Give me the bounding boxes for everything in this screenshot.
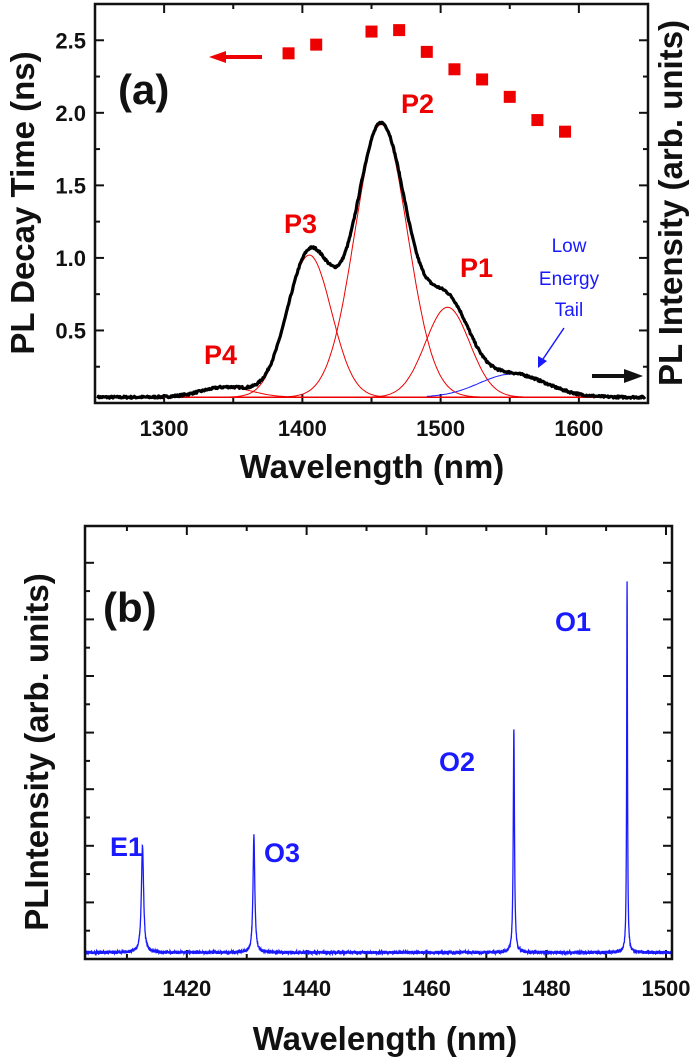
panel-a-spectrum bbox=[96, 120, 647, 400]
y-tick-label: 1.0 bbox=[55, 246, 86, 271]
y-tick-label: 2.0 bbox=[55, 101, 86, 126]
panel-b-spectrum bbox=[84, 581, 673, 957]
svg-text:Low: Low bbox=[552, 236, 587, 257]
label-low-energy-tail: Low Energy Tail bbox=[539, 236, 600, 321]
x-tick-label: 1600 bbox=[554, 416, 603, 441]
decay-time-point bbox=[448, 63, 461, 76]
right-axis-arrow bbox=[592, 369, 643, 383]
panel-a-label: (a) bbox=[118, 66, 169, 113]
panel-b-x-axis-title: Wavelength (nm) bbox=[253, 1020, 518, 1057]
decay-time-point bbox=[503, 90, 516, 103]
panel-a-ticks bbox=[95, 4, 648, 403]
panel-a-y-axis-title-right: PL Intensity (arb. units) bbox=[652, 20, 689, 386]
label-p4: P4 bbox=[204, 340, 237, 370]
x-tick-label: 1500 bbox=[642, 976, 691, 1001]
label-o3: O3 bbox=[264, 838, 300, 868]
decay-time-point bbox=[282, 47, 295, 60]
y-tick-label: 1.5 bbox=[55, 173, 86, 198]
panel-a-y-axis-title-left: PL Decay Time (ns) bbox=[4, 51, 41, 354]
panel-a-decay-points bbox=[282, 24, 572, 138]
tail-pointer-arrow bbox=[538, 327, 565, 368]
label-p1: P1 bbox=[460, 253, 493, 283]
label-o2: O2 bbox=[439, 747, 475, 777]
x-tick-label: 1400 bbox=[278, 416, 327, 441]
panel-b-y-axis-title: PLIntensity (arb. units) bbox=[18, 573, 55, 931]
x-tick-label: 1460 bbox=[402, 976, 451, 1001]
panel-b-frame bbox=[83, 524, 674, 961]
panel-a-frame bbox=[93, 2, 650, 405]
x-tick-label: 1300 bbox=[140, 416, 189, 441]
decay-time-point bbox=[420, 45, 433, 58]
decay-time-point bbox=[559, 125, 572, 138]
y-tick-label: 2.5 bbox=[55, 28, 86, 53]
y-tick-label: 0.5 bbox=[55, 318, 86, 343]
decay-time-point bbox=[310, 38, 323, 51]
left-axis-arrow bbox=[209, 51, 262, 63]
label-p2: P2 bbox=[401, 89, 434, 119]
svg-text:Energy: Energy bbox=[539, 269, 600, 290]
x-tick-label: 1500 bbox=[416, 416, 465, 441]
x-tick-label: 1440 bbox=[282, 976, 331, 1001]
label-o1: O1 bbox=[555, 607, 591, 637]
svg-text:Tail: Tail bbox=[555, 300, 584, 321]
panel-b: 1420 1440 1460 1480 1500 Wavelength (nm) PLI… bbox=[18, 524, 691, 1057]
decay-time-point bbox=[393, 24, 406, 37]
label-e1: E1 bbox=[110, 832, 143, 862]
panel-b-ticks bbox=[85, 526, 672, 959]
x-tick-label: 1420 bbox=[162, 976, 211, 1001]
x-tick-label: 1480 bbox=[522, 976, 571, 1001]
label-p3: P3 bbox=[284, 209, 317, 239]
panel-a-x-axis-title: Wavelength (nm) bbox=[240, 448, 505, 485]
panel-a: 1300 1400 1500 1600 0.5 1.0 1.5 2.0 2.5 Wavelen… bbox=[4, 2, 689, 485]
decay-time-point bbox=[365, 25, 378, 38]
panel-b-label: (b) bbox=[103, 584, 157, 631]
decay-time-point bbox=[531, 114, 544, 127]
pl-spectrum-line bbox=[84, 581, 673, 957]
decay-time-point bbox=[476, 73, 489, 86]
pl-spectrum-line bbox=[96, 120, 647, 400]
